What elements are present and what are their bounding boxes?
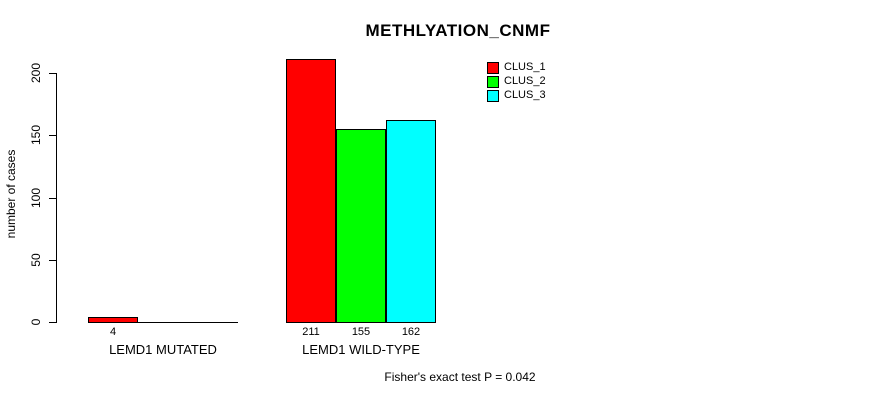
legend-row-clus_3: CLUS_3 (487, 89, 546, 102)
legend-label: CLUS_1 (504, 61, 546, 73)
y-tick-mark (49, 198, 56, 199)
legend-swatch-icon (487, 61, 499, 74)
y-tick-label: 100 (29, 187, 43, 209)
bar-clus_2-lemd1-wild-type (336, 129, 386, 323)
chart-title: METHLYATION_CNMF (365, 21, 551, 40)
y-tick-label: 50 (29, 253, 43, 267)
legend: CLUS_1 CLUS_2 CLUS_3 (487, 61, 546, 103)
legend-swatch-icon (487, 89, 499, 102)
y-axis-title: number of cases (4, 149, 18, 239)
legend-label: CLUS_2 (504, 75, 546, 87)
y-tick-label: 200 (29, 62, 43, 84)
zero-height-bar-clus_3 (188, 322, 238, 323)
legend-row-clus_2: CLUS_2 (487, 75, 546, 88)
bar-value-label: 4 (109, 326, 117, 338)
legend-row-clus_1: CLUS_1 (487, 61, 546, 74)
x-category-label: LEMD1 MUTATED (109, 342, 217, 357)
bar-value-label: 162 (401, 326, 421, 338)
legend-swatch-icon (487, 75, 499, 88)
y-tick-mark (49, 135, 56, 136)
y-tick-mark (49, 73, 56, 74)
bar-clus_1-lemd1-wild-type (286, 59, 336, 323)
x-category-label: LEMD1 WILD-TYPE (302, 342, 420, 357)
y-axis-line (56, 73, 57, 323)
zero-height-bar-clus_2 (138, 322, 188, 323)
legend-label: CLUS_3 (504, 89, 546, 101)
y-tick-label: 0 (29, 318, 43, 326)
footnote-text: Fisher's exact test P = 0.042 (384, 370, 536, 384)
bar-clus_1-lemd1-mutated (88, 317, 138, 323)
bar-clus_3-lemd1-wild-type (386, 120, 436, 323)
y-tick-mark (49, 322, 56, 323)
y-tick-mark (49, 260, 56, 261)
bar-value-label: 155 (351, 326, 371, 338)
y-tick-label: 150 (29, 124, 43, 146)
bar-value-label: 211 (302, 326, 320, 338)
